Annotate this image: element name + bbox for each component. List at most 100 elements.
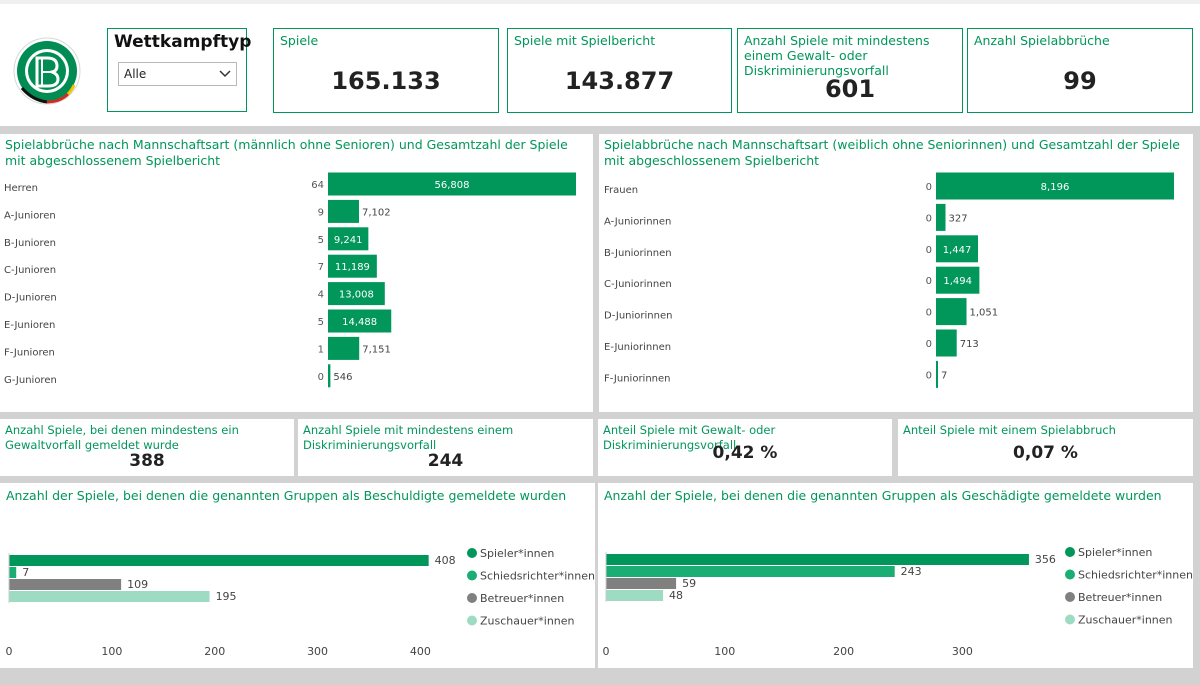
card-spielbericht: Spiele mit Spielbericht 143.877	[507, 28, 732, 113]
category-label: C-Juniorinnen	[604, 279, 672, 290]
bar	[328, 227, 369, 251]
chart-geschaedigte: 356 Spieler*innen 243 Schiedsrichter*innen 5…	[603, 546, 1194, 658]
bar	[328, 282, 385, 306]
panel-beschuldigte: Anzahl der Spiele, bei denen die genannt…	[0, 483, 595, 668]
tick-label: 200	[204, 645, 225, 658]
value-label: 7,102	[362, 207, 391, 218]
category-label: C-Junioren	[4, 265, 56, 276]
card-title: Spiele	[280, 33, 319, 48]
panel-maennlich: Spielabbrüche nach Mannschaftsart (männl…	[0, 134, 593, 412]
kpi-anteil-vorfall: Anteil Spiele mit Gewalt- oder Diskrimin…	[598, 419, 892, 476]
bar	[9, 579, 122, 590]
chart-maennlich: Herren 64 56,808 A-Junioren 9 7,102 B-Junioren…	[4, 172, 576, 388]
legend-marker	[1065, 592, 1075, 602]
chart-title: Spielabbrüche nach Mannschaftsart (weibl…	[604, 137, 1180, 168]
tick-label: 0	[603, 645, 610, 658]
chart-weiblich: Frauen 0 8,196 A-Juniorinnen 0 327 B-Juniorinn…	[604, 172, 1174, 388]
value-label: 8,196	[1041, 182, 1070, 193]
legend-marker	[467, 570, 477, 581]
tick-label: 0	[6, 645, 13, 658]
legend-marker	[1065, 614, 1075, 625]
category-label: E-Junioren	[4, 320, 55, 331]
card-title: Anzahl Spielabbrüche	[974, 33, 1110, 48]
legend-label: Zuschauer*innen	[1078, 614, 1173, 627]
value-label: 7	[941, 370, 947, 381]
value-label: 1,051	[970, 308, 999, 319]
tick-label: 100	[101, 645, 122, 658]
value-label: 13,008	[339, 290, 374, 301]
tick-label: 200	[833, 645, 854, 658]
category-label: E-Juniorinnen	[604, 342, 671, 353]
legend-label: Schiedsrichter*innen	[1078, 569, 1193, 582]
legend-marker	[1065, 569, 1075, 580]
legend-label: Schiedsrichter*innen	[480, 570, 595, 583]
kpi-diskriminierung: Anzahl Spiele mit mindestens einem Diskr…	[298, 419, 593, 476]
slicer-dropdown[interactable]: Alle	[118, 62, 237, 86]
value-label: 109	[127, 578, 148, 591]
kpi-value: 388	[129, 451, 165, 471]
card-title: Spiele mit Spielbericht	[514, 33, 656, 48]
panel-weiblich: Spielabbrüche nach Mannschaftsart (weibl…	[599, 134, 1193, 412]
slicer-title: Wettkampftyp	[114, 32, 252, 52]
legend-label: Betreuer*innen	[480, 592, 564, 605]
bar	[328, 199, 360, 223]
value-label: 14,488	[342, 317, 377, 328]
bar	[606, 566, 895, 577]
abbrueche-label: 4	[318, 290, 324, 301]
category-label: Herren	[4, 183, 38, 194]
card-value: 143.877	[564, 67, 675, 95]
category-label: A-Juniorinnen	[604, 216, 671, 227]
bar	[936, 298, 967, 326]
abbrueche-label: 0	[926, 182, 932, 193]
abbrueche-label: 0	[926, 245, 932, 256]
legend-marker	[467, 615, 477, 626]
abbrueche-label: 7	[318, 262, 324, 273]
legend-marker	[1065, 547, 1075, 557]
kpi-title: Anzahl Spiele, bei denen mindestens ein …	[5, 423, 239, 452]
legend-label: Betreuer*innen	[1078, 591, 1162, 604]
bar	[328, 309, 392, 333]
dfb-logo-icon	[13, 37, 81, 105]
category-label: Frauen	[604, 185, 638, 196]
bar	[606, 554, 1029, 565]
category-label: F-Junioren	[4, 347, 55, 358]
kpi-gewalt: Anzahl Spiele, bei denen mindestens ein …	[0, 419, 294, 476]
value-label: 56,808	[435, 180, 470, 191]
value-label: 7	[22, 566, 29, 579]
legend-label: Spieler*innen	[480, 547, 554, 560]
abbrueche-label: 1	[318, 344, 324, 355]
bar	[936, 172, 1174, 200]
kpi-title: Anzahl Spiele mit mindestens einem Diskr…	[303, 423, 514, 452]
value-label: 1,447	[943, 245, 972, 256]
card-abbrueche: Anzahl Spielabbrüche 99	[967, 28, 1193, 113]
bar	[328, 254, 377, 278]
category-label: B-Junioren	[4, 238, 56, 249]
kpi-anteil-abbruch: Anteil Spiele mit einem Spielabbruch 0,0…	[898, 419, 1193, 476]
abbrueche-label: 9	[318, 207, 324, 218]
kpi-title: Anteil Spiele mit Gewalt- oder Diskrimin…	[603, 423, 776, 452]
bar	[606, 590, 664, 601]
value-label: 1,494	[943, 276, 972, 287]
card-value: 601	[824, 75, 876, 103]
tick-label: 400	[410, 645, 431, 658]
value-label: 546	[333, 372, 352, 383]
chart-beschuldigte: 408 Spieler*innen 7 Schiedsrichter*innen 109…	[6, 547, 596, 658]
value-label: 7,151	[362, 344, 391, 355]
bar	[936, 266, 980, 294]
category-label: F-Juniorinnen	[604, 373, 671, 384]
bar	[9, 555, 429, 566]
bar	[9, 591, 210, 602]
abbrueche-label: 0	[318, 372, 324, 383]
bar	[328, 172, 576, 196]
chart-title: Anzahl der Spiele, bei denen die genannt…	[604, 488, 1162, 503]
value-label: 48	[669, 589, 683, 602]
bar	[936, 203, 946, 231]
tick-label: 100	[714, 645, 735, 658]
kpi-value: 244	[427, 451, 464, 471]
value-label: 59	[682, 577, 696, 590]
card-spiele: Spiele 165.133	[273, 28, 499, 113]
value-label: 356	[1035, 553, 1056, 566]
chevron-down-icon	[219, 70, 231, 78]
card-vorfall: Anzahl Spiele mit mindestens einem Gewal…	[737, 28, 963, 113]
bar	[328, 364, 331, 388]
